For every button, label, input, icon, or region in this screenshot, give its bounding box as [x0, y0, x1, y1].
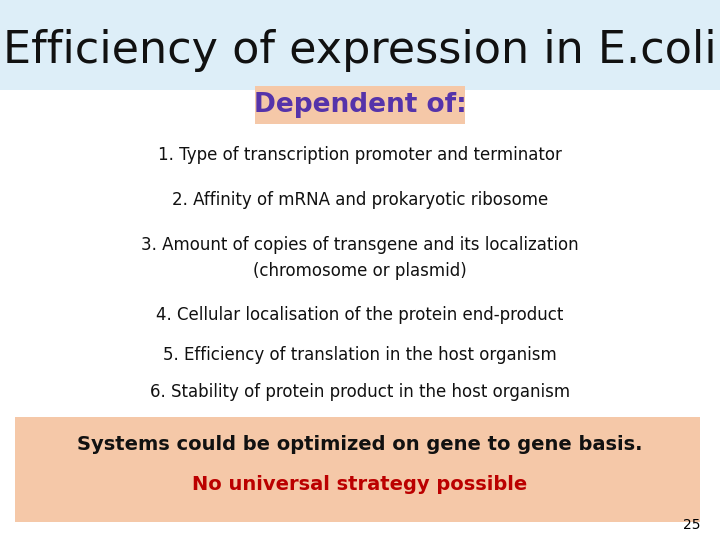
- Text: 5. Efficiency of translation in the host organism: 5. Efficiency of translation in the host…: [163, 346, 557, 364]
- FancyBboxPatch shape: [0, 0, 720, 90]
- Text: Efficiency of expression in E.coli: Efficiency of expression in E.coli: [3, 29, 717, 71]
- Text: Systems could be optimized on gene to gene basis.: Systems could be optimized on gene to ge…: [77, 435, 643, 455]
- FancyBboxPatch shape: [255, 86, 465, 124]
- Text: 2. Affinity of mRNA and prokaryotic ribosome: 2. Affinity of mRNA and prokaryotic ribo…: [172, 191, 548, 209]
- Text: No universal strategy possible: No universal strategy possible: [192, 476, 528, 495]
- Text: 6. Stability of protein product in the host organism: 6. Stability of protein product in the h…: [150, 383, 570, 401]
- Text: 1. Type of transcription promoter and terminator: 1. Type of transcription promoter and te…: [158, 146, 562, 164]
- Text: 25: 25: [683, 518, 700, 532]
- Text: 3. Amount of copies of transgene and its localization
(chromosome or plasmid): 3. Amount of copies of transgene and its…: [141, 237, 579, 280]
- FancyBboxPatch shape: [15, 417, 700, 522]
- Text: Dependent of:: Dependent of:: [253, 92, 467, 118]
- FancyBboxPatch shape: [0, 90, 720, 440]
- Text: 4. Cellular localisation of the protein end-product: 4. Cellular localisation of the protein …: [156, 306, 564, 324]
